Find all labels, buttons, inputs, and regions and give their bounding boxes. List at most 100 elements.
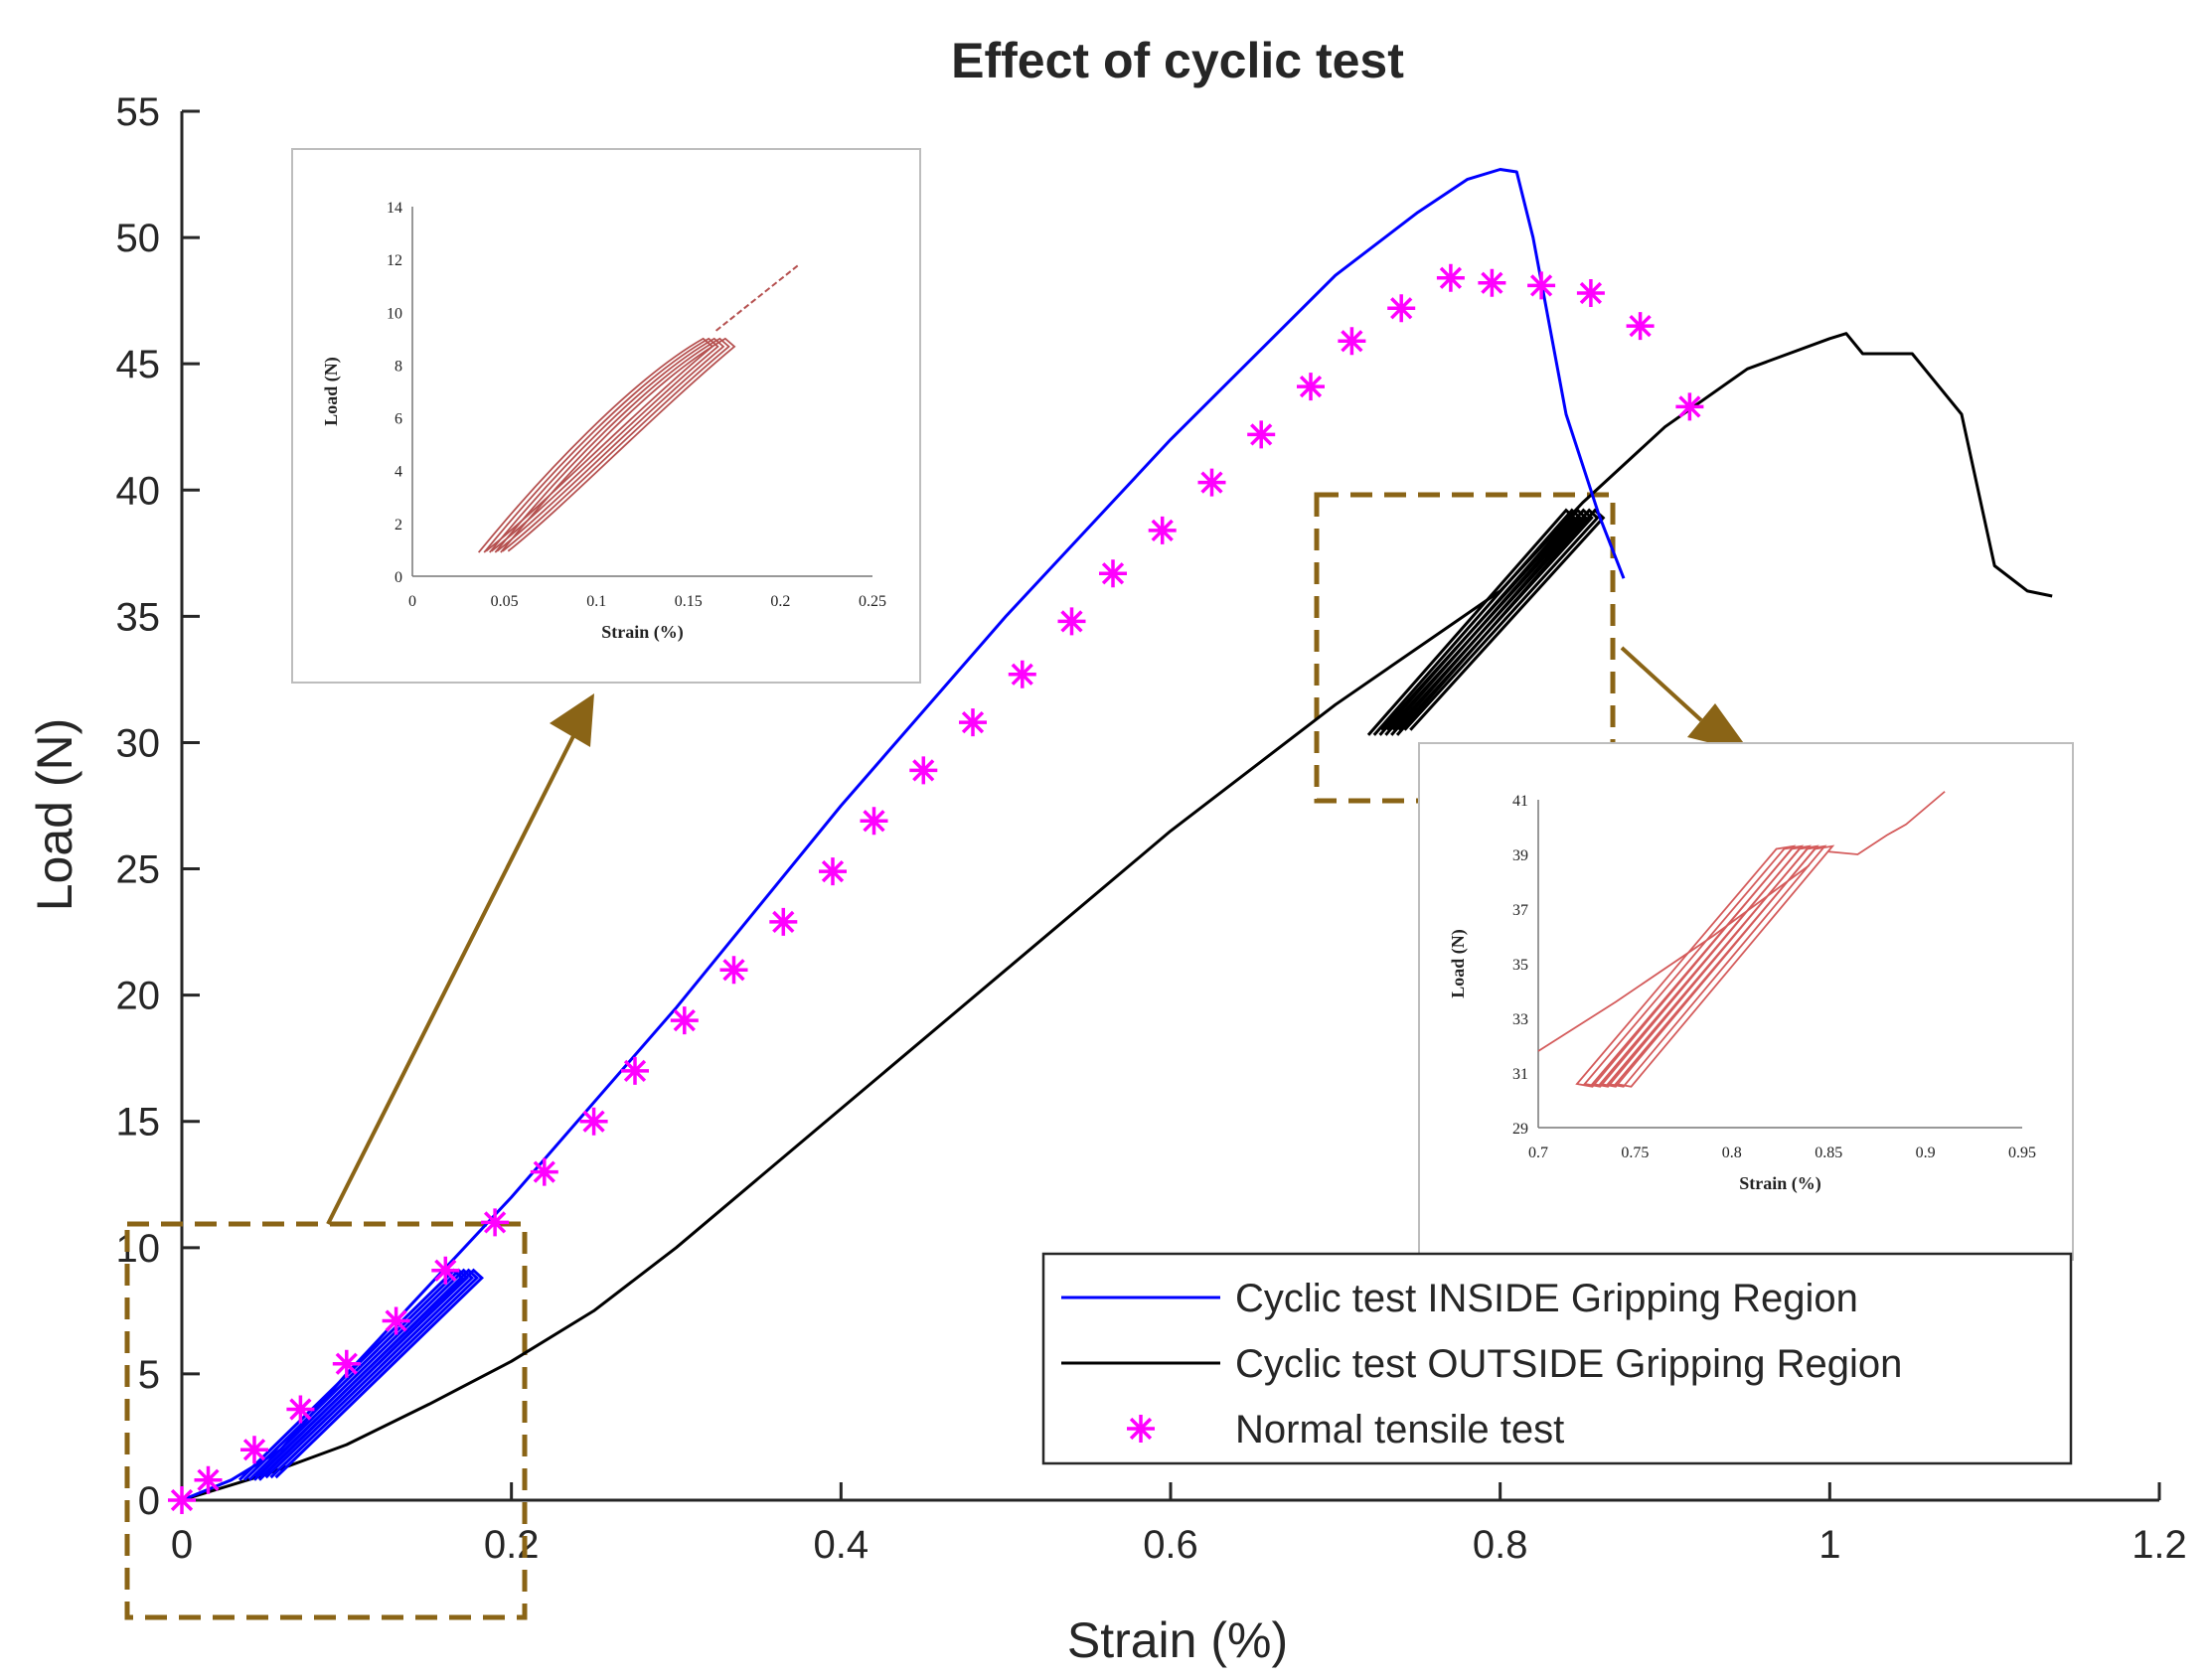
legend-swatch-marker	[1127, 1415, 1155, 1443]
tensile-test-marker	[1297, 373, 1325, 401]
tensile-test-marker	[332, 1349, 361, 1378]
x-tick-label: 1.2	[2132, 1523, 2187, 1567]
arrow-right-shaft	[1620, 646, 1703, 722]
inset-1-y-tick-label: 0	[395, 569, 402, 586]
inset-2-x-tick-label: 0.9	[1916, 1145, 1936, 1161]
legend-label: Cyclic test OUTSIDE Gripping Region	[1235, 1342, 1902, 1386]
tensile-test-marker	[1626, 312, 1655, 341]
inset-1-x-tick-label: 0.15	[675, 593, 703, 610]
tensile-test-marker	[1247, 420, 1276, 449]
tensile-test-marker	[431, 1256, 460, 1285]
inset-2-y-tick-label: 29	[1512, 1121, 1528, 1138]
tensile-test-marker	[1099, 559, 1127, 588]
x-tick-label: 0	[171, 1523, 193, 1567]
inset-2-y-tick-label: 37	[1512, 902, 1528, 919]
inset-2-x-tick-label: 0.8	[1722, 1145, 1742, 1161]
inset-2-frame	[1418, 742, 2074, 1261]
inset-2-loop	[1575, 844, 1797, 1088]
inset-2-y-tick-label: 39	[1512, 847, 1528, 864]
tensile-test-marker	[481, 1208, 510, 1237]
x-tick-label: 0.4	[814, 1523, 869, 1567]
tensile-test-marker	[1148, 516, 1177, 544]
inside-cyclic-loop	[257, 1268, 485, 1481]
tensile-test-marker	[1338, 327, 1366, 356]
inset-2-y-tick-label: 31	[1512, 1066, 1528, 1083]
y-tick-label: 15	[116, 1101, 161, 1145]
inset-1-x-tick-label: 0	[408, 593, 416, 610]
x-tick-label: 1	[1818, 1523, 1840, 1567]
chart-title: Effect of cyclic test	[951, 33, 1404, 88]
inset-2-lead-in	[1537, 864, 1811, 1052]
arrow-left-head	[550, 693, 594, 747]
inset-1-frame	[291, 148, 921, 684]
x-axis-label: Strain (%)	[1067, 1612, 1288, 1668]
y-tick-label: 20	[116, 975, 161, 1018]
inset-2-y-label: Load (N)	[1448, 929, 1469, 998]
inset-1-y-tick-label: 6	[395, 411, 402, 428]
tensile-test-marker	[194, 1465, 223, 1494]
inset-1-y-tick-label: 8	[395, 358, 402, 375]
legend-label: Cyclic test INSIDE Gripping Region	[1235, 1277, 1858, 1320]
inset-2-loop	[1606, 844, 1827, 1088]
tensile-test-marker	[1576, 279, 1605, 307]
inset-1-y-tick-label: 10	[387, 305, 402, 322]
x-tick-label: 0.6	[1143, 1523, 1198, 1567]
tensile-test-marker	[579, 1107, 608, 1136]
tensile-test-marker	[240, 1436, 268, 1464]
tensile-test-marker	[621, 1056, 649, 1085]
inset-1-loop	[494, 337, 730, 553]
inset-1-y-label: Load (N)	[321, 357, 342, 426]
y-tick-label: 50	[116, 217, 161, 260]
tensile-test-marker	[819, 857, 847, 886]
tensile-test-marker	[1436, 263, 1465, 292]
y-tick-label: 35	[116, 595, 161, 639]
tensile-test-marker	[860, 807, 888, 836]
y-tick-label: 45	[116, 343, 161, 386]
inset-1-y-tick-label: 14	[387, 200, 402, 217]
tensile-test-marker	[670, 1006, 699, 1035]
x-tick-label: 0.8	[1473, 1523, 1528, 1567]
inset-1-y-tick-label: 4	[395, 464, 402, 481]
y-tick-label: 25	[116, 848, 161, 892]
tensile-test-marker	[1057, 607, 1086, 636]
y-axis-label: Load (N)	[27, 718, 82, 912]
series-layer	[168, 168, 2053, 1514]
tensile-test-marker	[382, 1306, 410, 1335]
inset-2-loop	[1614, 844, 1835, 1088]
tensile-test-marker	[286, 1395, 315, 1424]
y-tick-label: 40	[116, 469, 161, 513]
inset-1-x-tick-label: 0.2	[770, 593, 790, 610]
tensile-test-marker	[168, 1486, 196, 1514]
tensile-test-marker	[1478, 268, 1506, 297]
tensile-test-marker	[909, 756, 938, 785]
tensile-test-marker	[959, 708, 987, 737]
inset-1-loop	[500, 337, 736, 553]
legend-label: Normal tensile test	[1235, 1408, 1564, 1451]
inset-1-x-tick-label: 0.25	[859, 593, 886, 610]
y-tick-label: 30	[116, 721, 161, 765]
tensile-test-marker	[719, 956, 748, 985]
zoom-box-left	[124, 1221, 528, 1620]
inside-cyclic-loop	[252, 1268, 480, 1481]
inset-1-x-tick-label: 0.05	[491, 593, 519, 610]
y-tick-label: 10	[116, 1227, 161, 1271]
inset-2-x-tick-label: 0.7	[1528, 1145, 1548, 1161]
y-tick-label: 55	[116, 90, 161, 134]
tensile-test-marker	[1675, 392, 1704, 421]
inset-2-x-tick-label: 0.95	[2008, 1145, 2036, 1161]
inset-2-x-tick-label: 0.85	[1815, 1145, 1842, 1161]
inset-1-x-tick-label: 0.1	[586, 593, 606, 610]
inset-1-y-tick-label: 12	[387, 252, 402, 269]
inset-1-y-tick-label: 2	[395, 517, 402, 534]
tensile-test-marker	[1387, 294, 1416, 323]
inset-2-y-tick-label: 33	[1512, 1011, 1528, 1028]
legend-box	[1041, 1252, 2073, 1465]
arrow-right-head	[1687, 703, 1751, 753]
zoom-boxes	[124, 492, 1751, 1620]
arrow-left-shaft	[326, 729, 578, 1225]
inset-2-x-tick-label: 0.75	[1621, 1145, 1649, 1161]
inset-2-loop	[1590, 844, 1812, 1088]
inset-2-y-tick-label: 41	[1512, 793, 1528, 810]
